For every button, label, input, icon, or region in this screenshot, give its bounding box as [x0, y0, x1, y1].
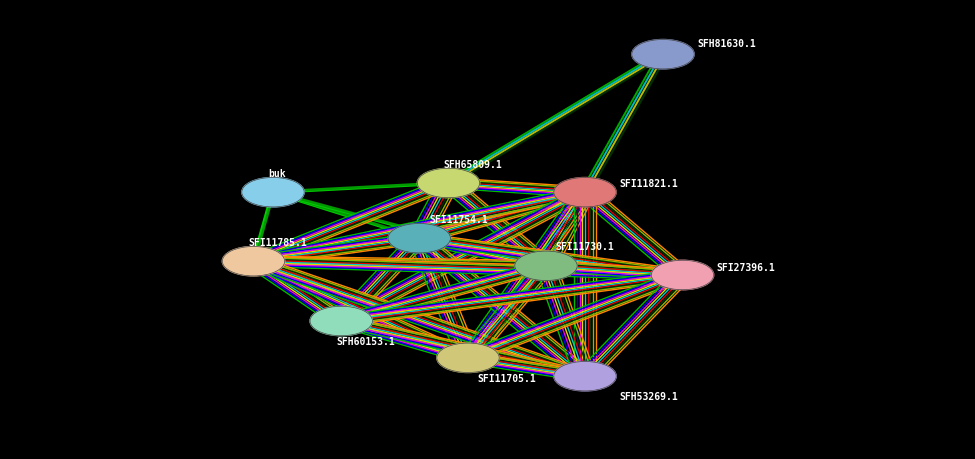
Text: SFI11705.1: SFI11705.1: [478, 373, 536, 383]
Circle shape: [632, 40, 694, 70]
Circle shape: [554, 178, 616, 207]
Text: SFI11754.1: SFI11754.1: [429, 214, 488, 224]
Text: buk: buk: [268, 168, 286, 179]
Circle shape: [222, 247, 285, 276]
Text: SFI27396.1: SFI27396.1: [717, 262, 775, 272]
Text: SFH81630.1: SFH81630.1: [697, 39, 756, 49]
Circle shape: [437, 343, 499, 373]
Text: SFI11821.1: SFI11821.1: [619, 179, 678, 189]
Text: SFI11785.1: SFI11785.1: [249, 237, 307, 247]
Circle shape: [242, 178, 304, 207]
Text: SFI11730.1: SFI11730.1: [556, 242, 614, 252]
Text: SFH60153.1: SFH60153.1: [336, 336, 395, 347]
Circle shape: [388, 224, 450, 253]
Text: SFH53269.1: SFH53269.1: [619, 392, 678, 402]
Circle shape: [417, 169, 480, 198]
Circle shape: [651, 261, 714, 290]
Circle shape: [310, 307, 372, 336]
Circle shape: [554, 362, 616, 391]
Text: SFH65809.1: SFH65809.1: [444, 159, 502, 169]
Circle shape: [515, 252, 577, 281]
